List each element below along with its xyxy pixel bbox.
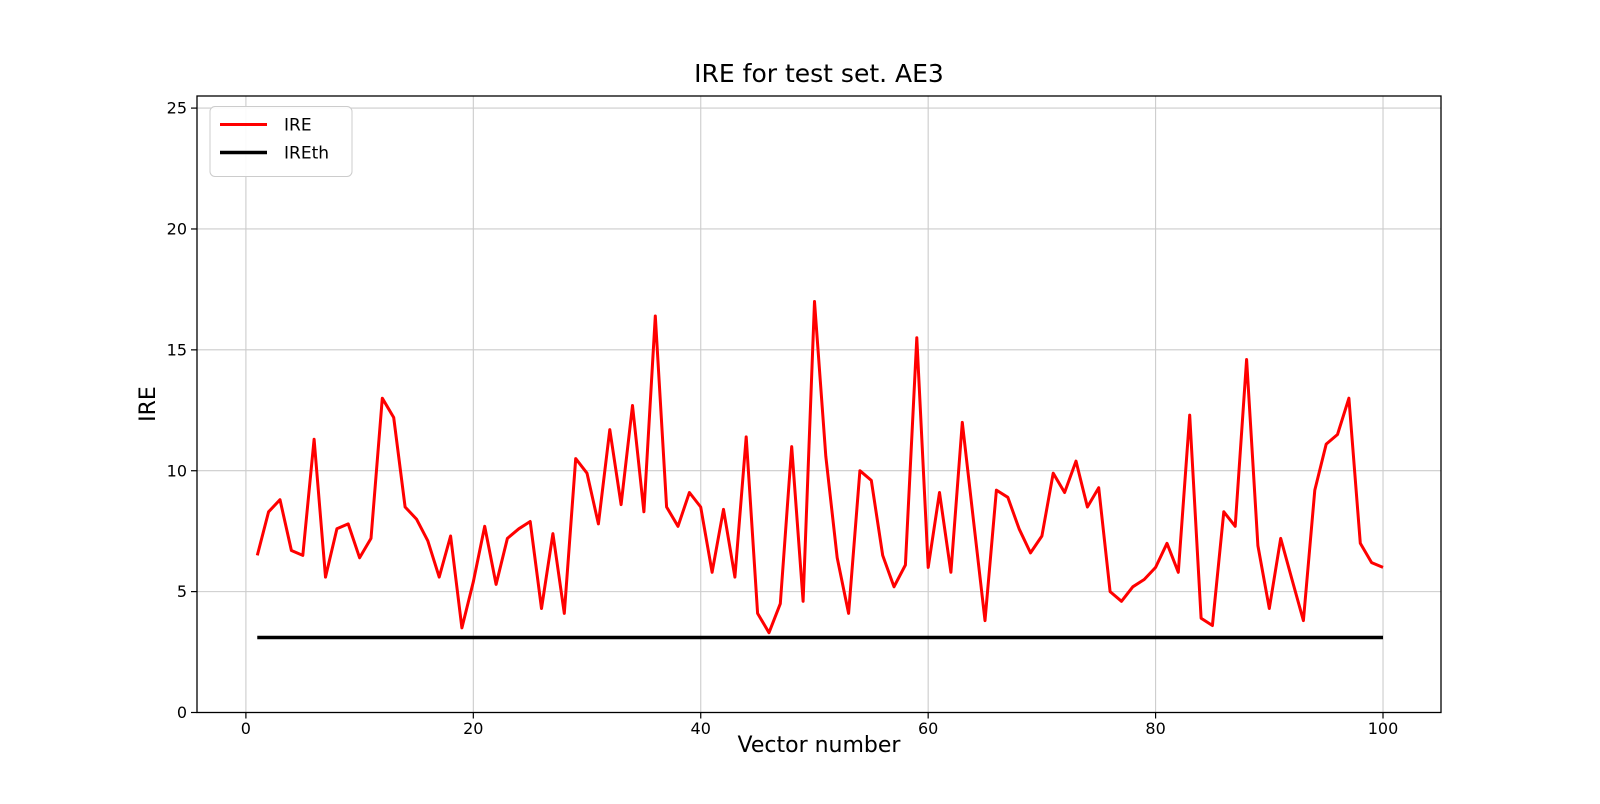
- x-tick-label: 60: [918, 719, 938, 738]
- axis-ticks: 0 20 40 60 80 100 0 5 10 15 20 25: [167, 99, 1399, 738]
- x-tick-label: 20: [463, 719, 483, 738]
- y-axis-label: IRE: [136, 386, 161, 422]
- x-axis-label: Vector number: [738, 733, 902, 758]
- legend: IRE IREth: [209, 106, 353, 177]
- y-tick-label: 25: [167, 99, 187, 118]
- legend-box: [209, 106, 353, 177]
- y-tick-label: 10: [167, 461, 187, 480]
- x-tick-label: 100: [1368, 719, 1399, 738]
- gridlines: [197, 96, 1441, 713]
- legend-label-ire: IRE: [284, 115, 312, 135]
- chart-title: IRE for test set. AE3: [694, 59, 944, 88]
- x-tick-label: 40: [691, 719, 711, 738]
- y-tick-label: 15: [167, 340, 187, 359]
- y-tick-label: 20: [167, 220, 187, 239]
- legend-label-ireth: IREth: [284, 143, 329, 163]
- y-tick-label: 0: [177, 703, 187, 722]
- x-tick-label: 80: [1145, 719, 1165, 738]
- plot-border: [196, 95, 1442, 714]
- x-tick-label: 0: [241, 719, 251, 738]
- ire-series-line: [255, 300, 1384, 635]
- y-tick-label: 5: [177, 582, 187, 601]
